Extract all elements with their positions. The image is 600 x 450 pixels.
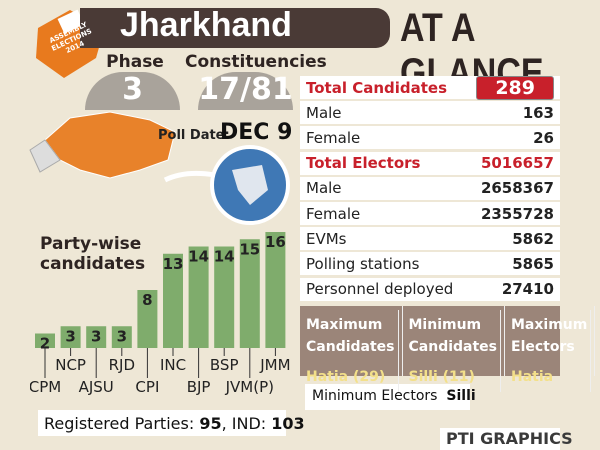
chart: 2 CPM 3 NCP 3 AJSU 3 RJD 8 CPI 13 INC 14 BJP 14 BSP 15 JV… xyxy=(30,232,291,396)
value-label: 15 xyxy=(239,240,260,258)
category-label: CPM xyxy=(30,378,61,396)
registered-value: 95 xyxy=(199,414,222,433)
value-label: 16 xyxy=(265,233,286,251)
stat-label: Female xyxy=(306,204,361,223)
arrow xyxy=(163,170,216,183)
poll-date-label: Poll Date: xyxy=(158,128,230,143)
stat-value: 27410 xyxy=(501,280,554,299)
phase-label: Phase xyxy=(106,52,164,72)
stat-label: Personnel deployed xyxy=(306,280,454,299)
value-label: 3 xyxy=(65,327,75,345)
stat-value: 5862 xyxy=(512,229,554,248)
bar xyxy=(86,326,107,348)
stat-row: Male 163 xyxy=(300,101,560,125)
map xyxy=(44,111,176,179)
category-label: BSP xyxy=(210,356,239,374)
stat-row: Female 2355728 xyxy=(300,202,560,225)
value-label: 13 xyxy=(163,255,184,273)
bar xyxy=(265,232,286,348)
stat-row: EVMs 5862 xyxy=(300,227,560,251)
extreme: Minimum Candidates Silli (11) xyxy=(403,306,505,392)
value-label: 14 xyxy=(188,248,209,266)
extreme: Maximum Electors Hatia xyxy=(505,306,596,392)
category-label: BJP xyxy=(187,378,211,396)
stat-label: EVMs xyxy=(306,229,347,248)
bar xyxy=(137,290,158,348)
extreme: Maximum Candidates Hatia (29) xyxy=(300,306,403,392)
value-label: 8 xyxy=(142,291,152,309)
bar xyxy=(60,326,81,348)
stat-row: Total Electors 5016657 xyxy=(300,151,560,175)
stat-label: Male xyxy=(306,179,342,198)
registered-label: Registered Parties: xyxy=(44,414,195,433)
credit: PTI GRAPHICS xyxy=(446,429,573,448)
stat-label: Total Candidates xyxy=(306,78,448,97)
bar xyxy=(239,239,260,348)
category-label: JMM xyxy=(259,356,290,374)
bar xyxy=(163,253,183,348)
constituencies-value: 17/81 xyxy=(198,72,293,110)
value-label: 3 xyxy=(117,327,127,345)
bar xyxy=(35,333,55,348)
poll-date: DEC 9 xyxy=(220,120,293,145)
credit-box xyxy=(440,428,560,450)
stat-label: Total Electors xyxy=(306,154,421,173)
value-label: 2 xyxy=(40,335,50,353)
title: Jharkhand xyxy=(120,6,292,44)
extreme-label: Minimum Candidates xyxy=(406,310,501,362)
bar xyxy=(111,326,132,348)
stat-label: Male xyxy=(306,103,342,122)
footer: Registered Parties: 95, IND: 103 xyxy=(44,414,305,433)
min-electors-box xyxy=(305,384,470,410)
extreme-label: Maximum Electors xyxy=(508,310,592,362)
header-bar xyxy=(80,8,390,48)
footer-box xyxy=(38,410,286,436)
extreme-value: Silli (11) xyxy=(406,362,501,392)
extreme-label: Maximum Candidates xyxy=(303,310,399,362)
extreme-value: Hatia (29) xyxy=(303,362,399,392)
phase-value: 3 xyxy=(85,72,180,110)
category-label: JVM(P) xyxy=(225,378,274,396)
value-label: 14 xyxy=(214,248,235,266)
ballot-paper xyxy=(57,9,85,34)
min-electors-label: Minimum Electors xyxy=(312,388,438,404)
stat-value: 26 xyxy=(533,128,554,147)
min-electors: Minimum Electors Silli xyxy=(312,388,476,404)
extremes: Maximum Candidates Hatia (29) Minimum Cand… xyxy=(300,306,596,392)
extreme-value: Hatia xyxy=(508,362,592,392)
stat-label: Polling stations xyxy=(306,254,420,273)
category-label: RJD xyxy=(109,356,135,374)
category-label: CPI xyxy=(135,378,159,396)
stat-value: 2355728 xyxy=(480,204,554,223)
stat-value: 5016657 xyxy=(480,154,554,173)
stat-value: 163 xyxy=(522,103,554,122)
stat-row: Male 2658367 xyxy=(300,176,560,200)
category-label: INC xyxy=(160,356,186,374)
value-label: 3 xyxy=(91,327,101,345)
ind-label: , IND: xyxy=(221,414,267,433)
stat-row: Personnel deployed 27410 xyxy=(300,277,560,301)
stat-row: Female 26 xyxy=(300,126,560,150)
india xyxy=(232,165,268,205)
map-outline xyxy=(29,139,61,173)
stat-row: Total Candidates 289 xyxy=(300,75,560,100)
stat-label: Female xyxy=(306,128,361,147)
constituencies-label: Constituencies xyxy=(185,52,327,72)
bar xyxy=(188,246,209,348)
category-label: AJSU xyxy=(79,378,114,396)
ind-value: 103 xyxy=(271,414,305,433)
category-label: NCP xyxy=(55,356,86,374)
stat-value: 289 xyxy=(476,75,554,100)
stat-value: 5865 xyxy=(512,254,554,273)
stat-value: 2658367 xyxy=(480,179,554,198)
stat-row: Polling stations 5865 xyxy=(300,252,560,276)
bar xyxy=(214,246,235,348)
min-electors-value: Silli xyxy=(446,388,476,404)
chart-title: Party-wise candidates xyxy=(40,234,146,274)
